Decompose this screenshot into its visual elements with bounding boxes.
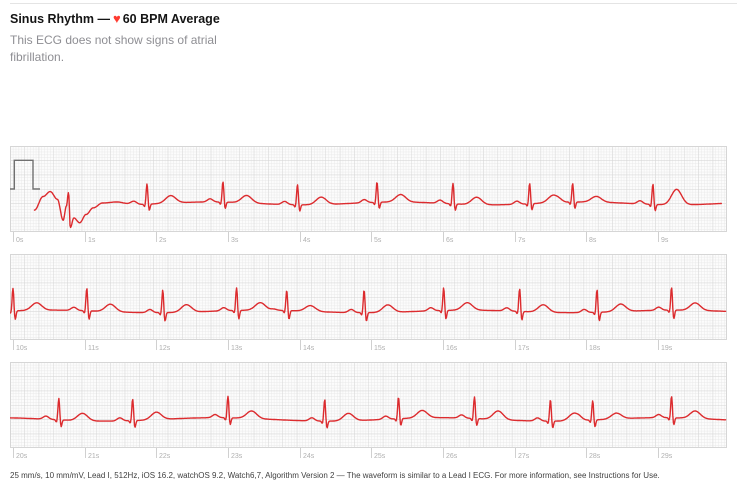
ecg-strip-20-30s: 20s 21s 22s 23s 24s 25s 26s 27s 28s 29s bbox=[10, 362, 746, 462]
ecg-strip-10-20s: 10s 11s 12s 13s 14s 15s 16s 17s 18s 19s bbox=[10, 254, 746, 354]
time-label: 3s bbox=[231, 237, 239, 244]
recording-metadata: 25 mm/s, 10 mm/mV, Lead I, 512Hz, iOS 16… bbox=[10, 471, 660, 480]
time-label: 19s bbox=[661, 345, 673, 352]
time-label: 20s bbox=[16, 453, 28, 460]
time-label: 28s bbox=[589, 453, 601, 460]
ecg-waveform bbox=[10, 395, 727, 429]
ecg-waveform bbox=[33, 181, 722, 229]
time-label: 22s bbox=[159, 453, 171, 460]
rhythm-classification-label: Sinus Rhythm — bbox=[10, 12, 111, 26]
ecg-strips: 0s 1s 2s 3s 4s 5s 6s 7s 8s 9s 10s 11s 12s 13s 14s 15s 1… bbox=[10, 146, 746, 462]
time-label: 14s bbox=[303, 345, 315, 352]
time-label: 21s bbox=[88, 453, 100, 460]
time-label: 11s bbox=[88, 345, 99, 352]
time-label: 18s bbox=[589, 345, 601, 352]
time-label: 4s bbox=[303, 237, 311, 244]
time-label: 10s bbox=[16, 345, 28, 352]
time-label: 25s bbox=[374, 453, 386, 460]
time-label: 27s bbox=[518, 453, 530, 460]
calibration-pulse bbox=[10, 159, 40, 190]
ecg-description: This ECG does not show signs of atrial f… bbox=[10, 33, 217, 64]
ecg-strip-0-10s: 0s 1s 2s 3s 4s 5s 6s 7s 8s 9s bbox=[10, 146, 746, 246]
ecg-strip-svg: 20s 21s 22s 23s 24s 25s 26s 27s 28s 29s bbox=[10, 362, 727, 460]
time-label: 23s bbox=[231, 453, 243, 460]
ecg-strip-svg: 10s 11s 12s 13s 14s 15s 16s 17s 18s 19s bbox=[10, 254, 727, 352]
time-label: 1s bbox=[88, 237, 96, 244]
top-divider bbox=[10, 3, 737, 4]
heart-icon: ♥ bbox=[113, 11, 121, 26]
page-title: Sinus Rhythm — ♥ 60 BPM Average bbox=[10, 11, 746, 27]
time-label: 7s bbox=[518, 237, 526, 244]
time-label: 13s bbox=[231, 345, 243, 352]
time-label: 6s bbox=[446, 237, 454, 244]
ecg-waveform bbox=[10, 287, 727, 322]
time-label: 26s bbox=[446, 453, 458, 460]
time-label: 12s bbox=[159, 345, 171, 352]
time-label: 15s bbox=[374, 345, 386, 352]
time-label: 29s bbox=[661, 453, 673, 460]
time-label: 8s bbox=[589, 237, 597, 244]
time-label: 24s bbox=[303, 453, 315, 460]
time-label: 17s bbox=[518, 345, 530, 352]
time-label: 5s bbox=[374, 237, 382, 244]
ecg-report-page: Sinus Rhythm — ♥ 60 BPM Average This ECG d… bbox=[0, 3, 746, 481]
time-label: 16s bbox=[446, 345, 458, 352]
bpm-average-label: 60 BPM Average bbox=[122, 12, 220, 26]
time-label: 0s bbox=[16, 237, 24, 244]
time-label: 2s bbox=[159, 237, 167, 244]
time-label: 9s bbox=[661, 237, 669, 244]
ecg-strip-svg: 0s 1s 2s 3s 4s 5s 6s 7s 8s 9s bbox=[10, 146, 727, 244]
